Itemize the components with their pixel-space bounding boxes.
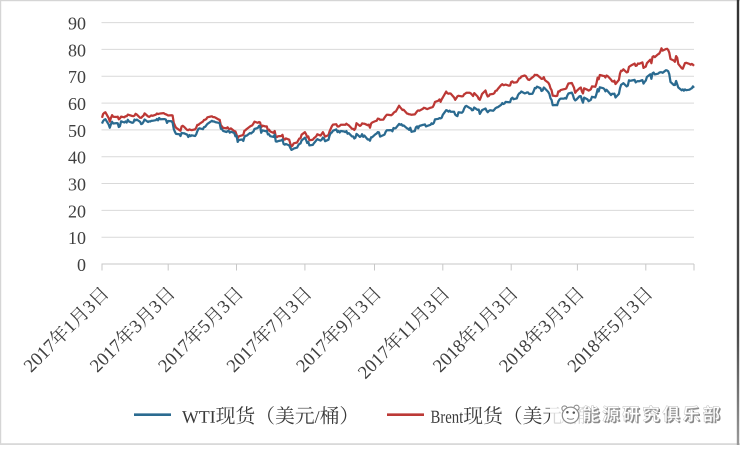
svg-text:30: 30 (68, 175, 86, 195)
svg-text:50: 50 (68, 121, 86, 141)
svg-text:20: 20 (68, 201, 86, 221)
svg-text:60: 60 (68, 94, 86, 114)
svg-text:80: 80 (68, 40, 86, 60)
svg-text:10: 10 (68, 228, 86, 248)
svg-text:0: 0 (77, 255, 86, 275)
svg-text:70: 70 (68, 67, 86, 87)
svg-text:40: 40 (68, 148, 86, 168)
svg-text:90: 90 (68, 14, 86, 34)
